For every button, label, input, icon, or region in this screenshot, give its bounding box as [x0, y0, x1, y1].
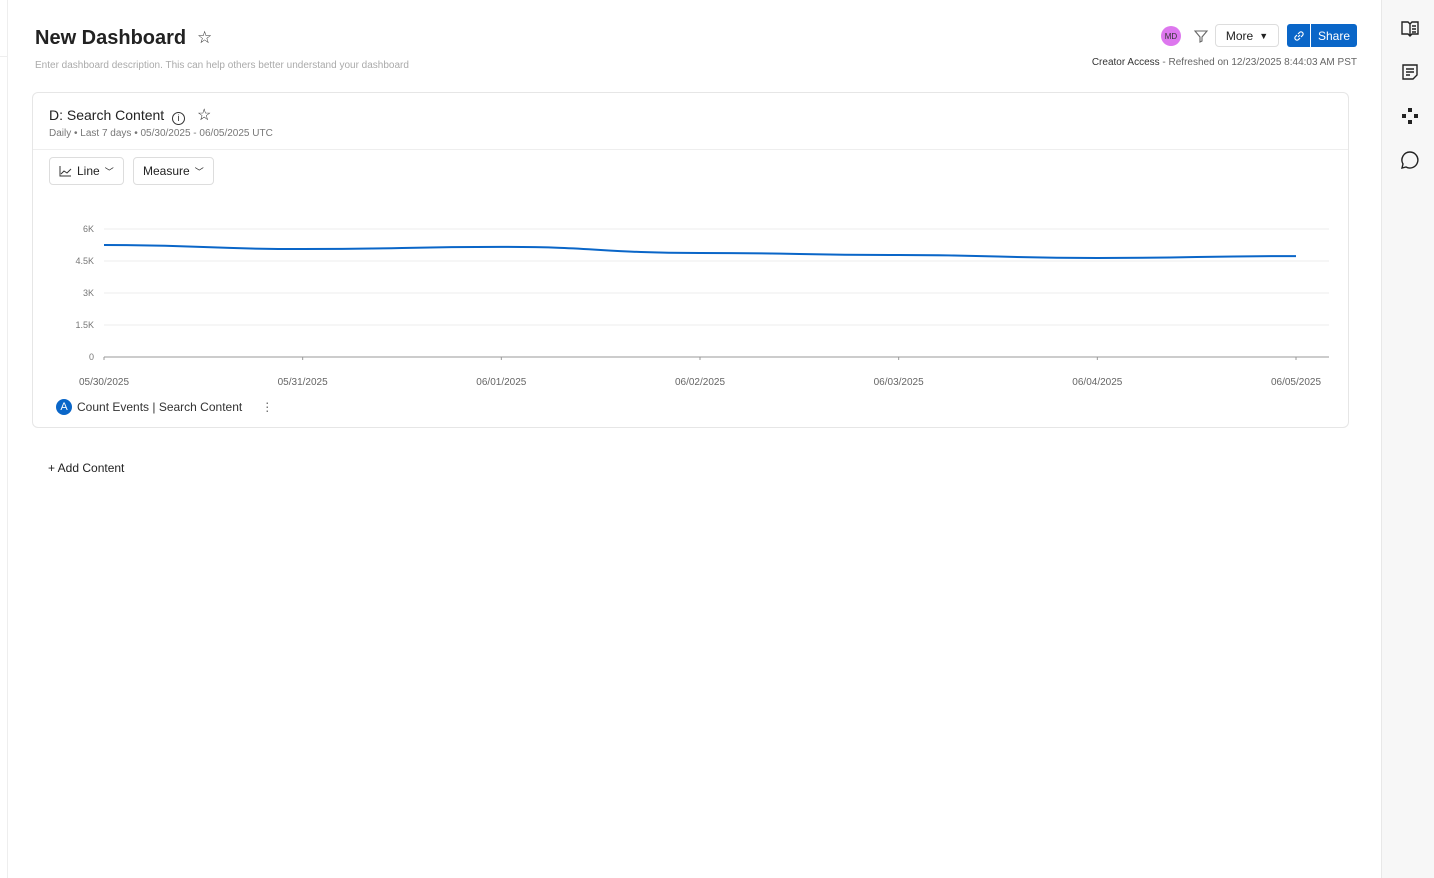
- x-tick-label: 06/02/2025: [675, 377, 725, 388]
- page-title: New Dashboard: [35, 27, 187, 49]
- y-tick-label: 3K: [83, 288, 94, 298]
- access-level: Creator Access: [1091, 57, 1160, 68]
- link-icon[interactable]: [1287, 24, 1311, 47]
- filter-icon[interactable]: [1193, 28, 1209, 44]
- line-chart: 0 1.5K 3K 4.5K 6K 05/30/2025 05/31/2025 06/01/2…: [75, 224, 1329, 388]
- measure-dropdown[interactable]: Measure ﹀: [133, 157, 214, 185]
- chevron-down-icon: ﹀: [104, 166, 114, 177]
- share-label: Share: [1317, 28, 1351, 43]
- components-icon[interactable]: [1400, 106, 1420, 126]
- x-tick-label: 05/31/2025: [278, 377, 328, 388]
- divider: [33, 149, 1348, 150]
- info-icon[interactable]: i: [172, 112, 186, 125]
- chart-type-dropdown[interactable]: Line ﹀: [49, 157, 124, 185]
- add-content-button[interactable]: + Add Content: [48, 461, 125, 475]
- chart-type-label: Line: [77, 164, 100, 178]
- more-label: More: [1225, 28, 1254, 43]
- divider: [0, 56, 8, 57]
- right-sidebar: [1381, 0, 1434, 878]
- share-button[interactable]: Share: [1287, 24, 1357, 47]
- comment-icon[interactable]: [1400, 150, 1420, 170]
- x-tick-label: 05/30/2025: [79, 377, 129, 388]
- avatar[interactable]: MD: [1161, 26, 1181, 46]
- refreshed-time: - Refreshed on 12/23/2025 8:44:03 AM PST: [1159, 57, 1357, 68]
- more-button[interactable]: More ▼: [1215, 24, 1279, 47]
- card-subtitle: Daily • Last 7 days • 05/30/2025 - 06/05…: [49, 128, 273, 139]
- card-title-text: D: Search Content: [49, 107, 165, 123]
- series-line: [103, 244, 1297, 260]
- line-chart-icon: [59, 166, 72, 177]
- favorite-star-icon[interactable]: ☆: [196, 107, 212, 124]
- access-status: Creator Access - Refreshed on 12/23/2025…: [1092, 57, 1357, 68]
- y-tick-label: 6K: [83, 224, 94, 234]
- legend-label: Count Events | Search Content: [77, 400, 243, 414]
- book-icon[interactable]: [1400, 18, 1420, 38]
- x-tick-label: 06/05/2025: [1271, 377, 1321, 388]
- caret-down-icon: ▼: [1259, 30, 1269, 41]
- series-badge: A: [56, 399, 72, 415]
- left-border: [7, 0, 8, 878]
- chart-card: D: Search Content i ☆ Daily • Last 7 day…: [32, 92, 1349, 428]
- card-title: D: Search Content i ☆: [49, 105, 211, 125]
- x-tick-label: 06/01/2025: [476, 377, 526, 388]
- x-tick-label: 06/03/2025: [874, 377, 924, 388]
- kebab-menu-icon[interactable]: ⋮: [261, 400, 274, 414]
- dashboard-description-input[interactable]: Enter dashboard description. This can he…: [35, 60, 409, 71]
- y-tick-label: 1.5K: [75, 320, 94, 330]
- y-tick-label: 0: [89, 352, 94, 362]
- favorite-star-icon[interactable]: ☆: [197, 28, 213, 47]
- measure-label: Measure: [143, 164, 190, 178]
- chevron-down-icon: ﹀: [194, 166, 204, 177]
- notes-icon[interactable]: [1400, 62, 1420, 82]
- x-tick-label: 06/04/2025: [1072, 377, 1122, 388]
- legend-item[interactable]: A Count Events | Search Content ⋮: [56, 399, 273, 415]
- y-tick-label: 4.5K: [75, 256, 94, 266]
